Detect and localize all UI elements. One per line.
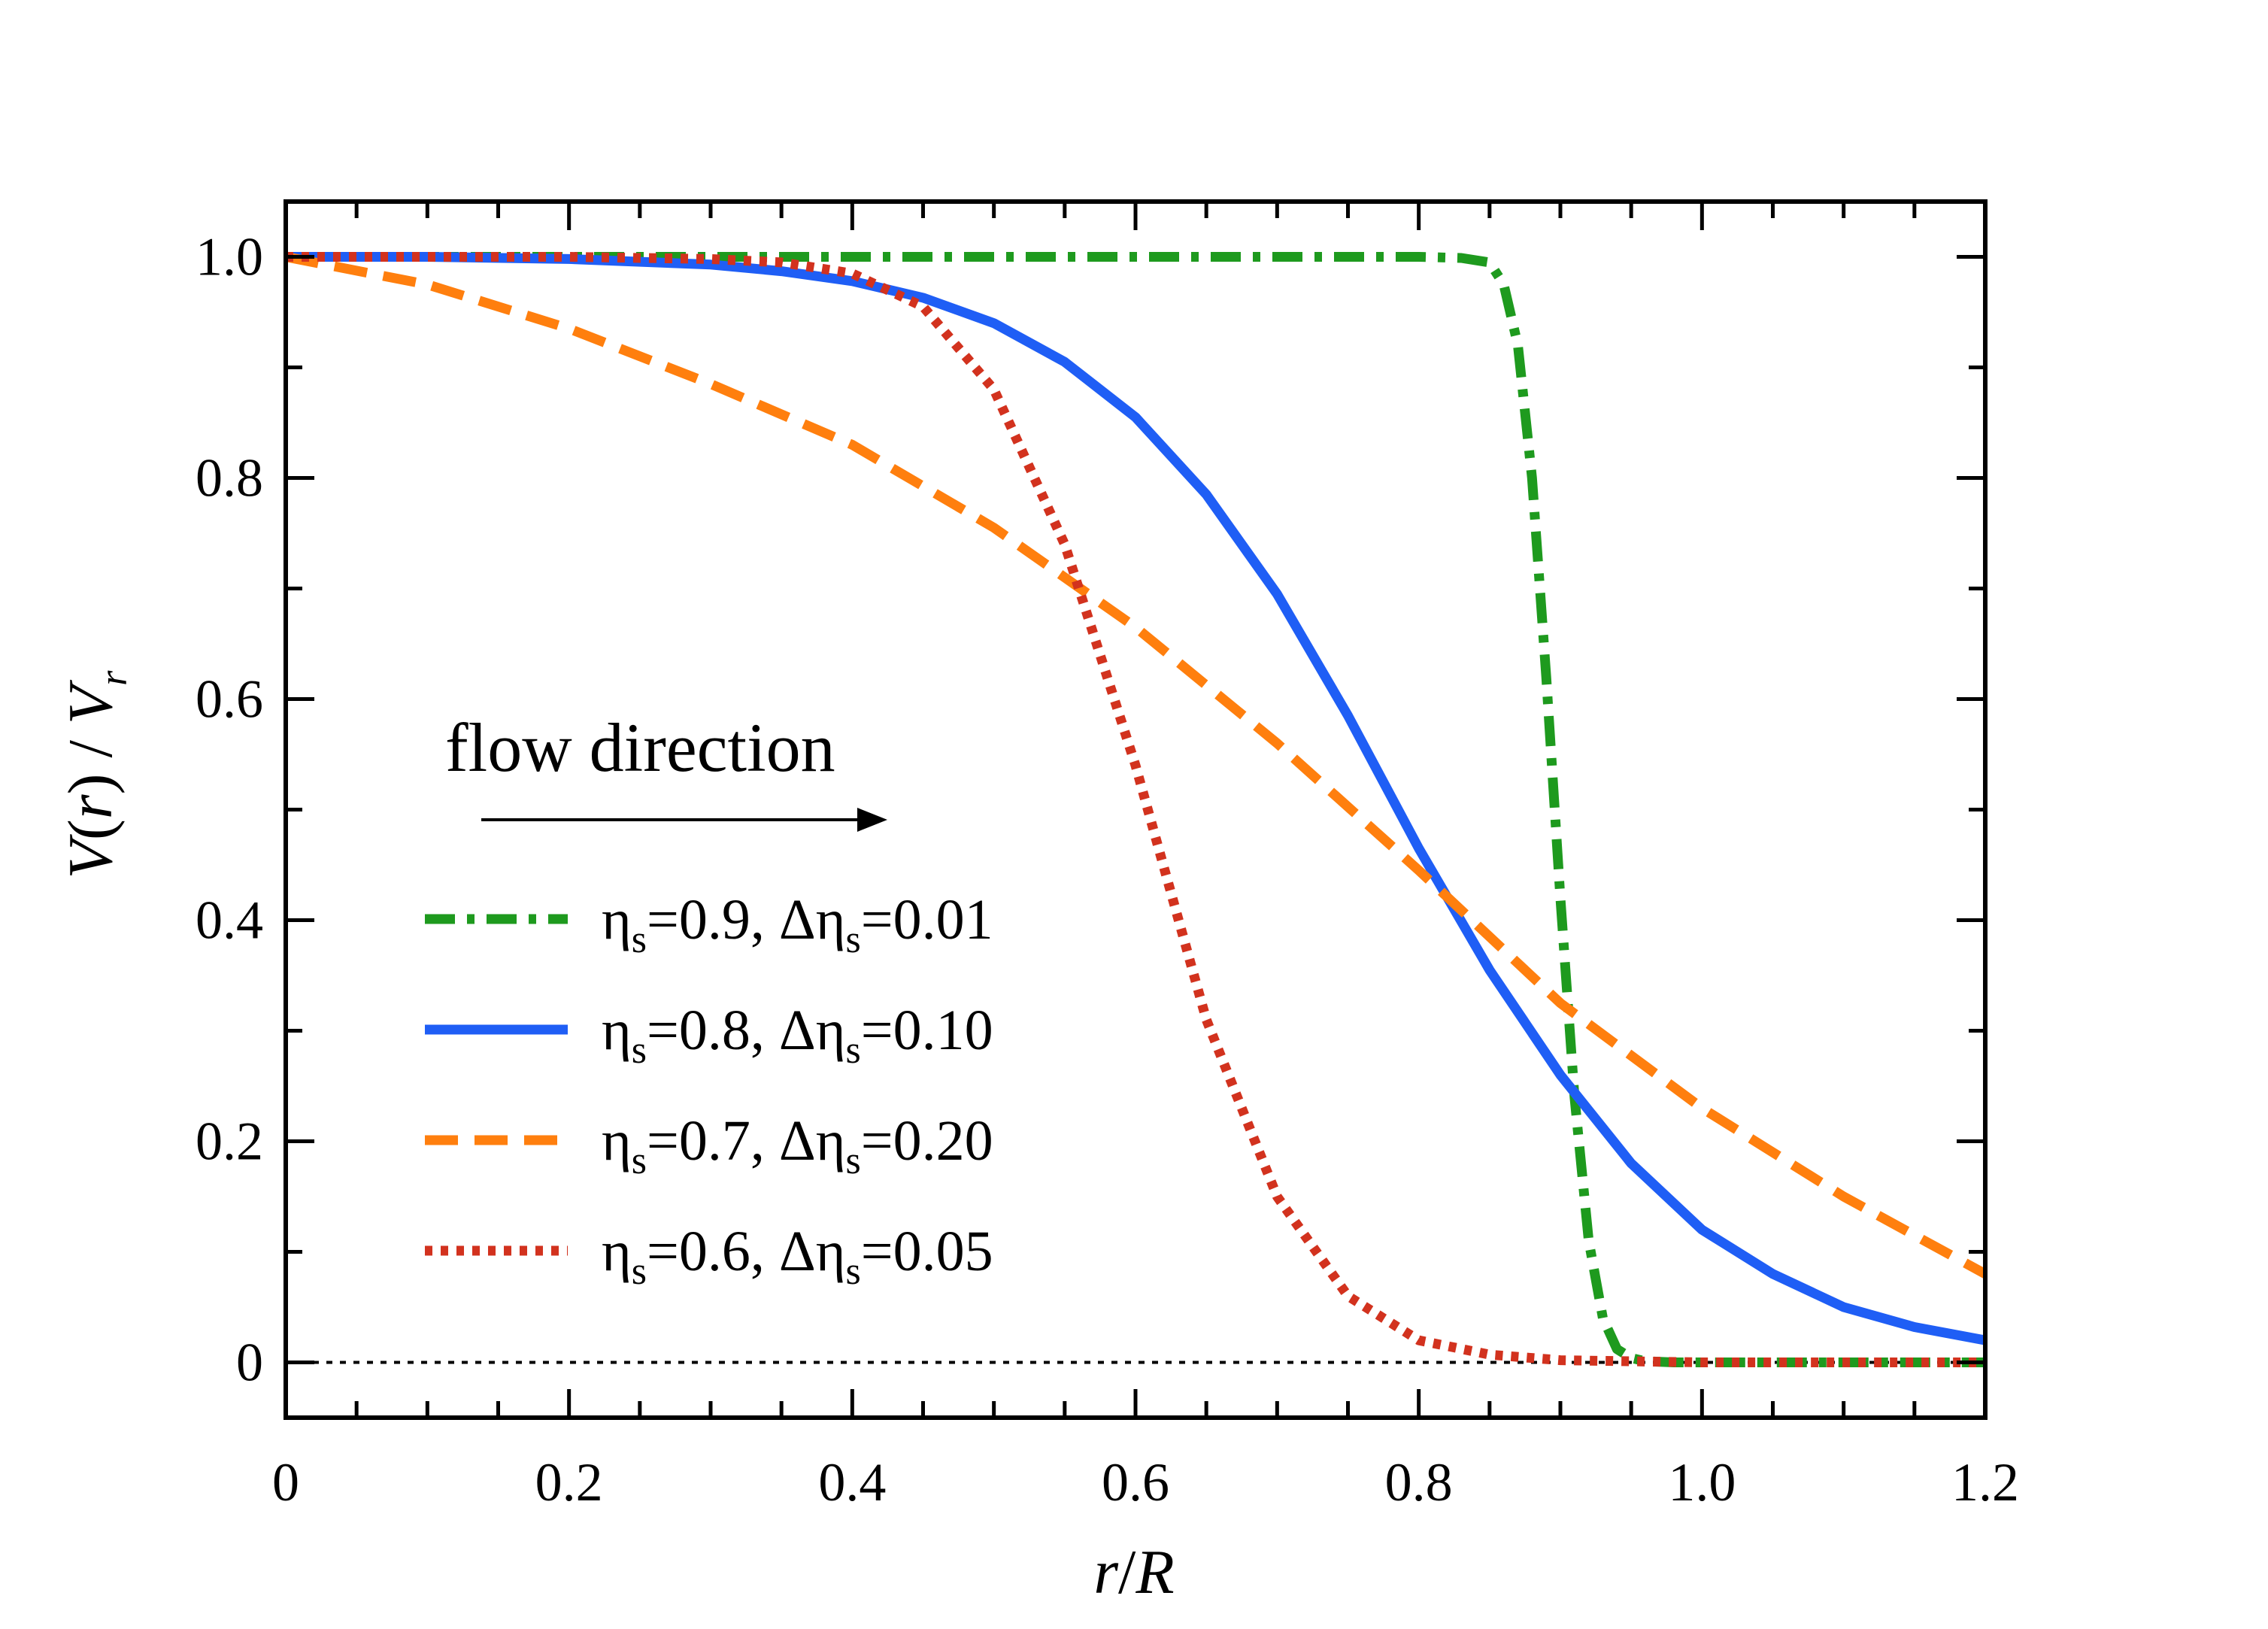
y-tick-label: 0.2 [196, 1112, 263, 1172]
x-tick-label: 1.2 [1951, 1452, 2019, 1512]
legend-label-3: ηs=0.7, Δηs=0.20 [602, 1109, 993, 1182]
x-tick-label: 0.6 [1102, 1452, 1169, 1512]
series-line-1 [286, 252, 1985, 1367]
flow-direction-label: flow direction [445, 709, 835, 786]
y-axis-title: V(r) / Vr [56, 670, 135, 879]
x-axis-title: r/R [1093, 1537, 1174, 1607]
legend-label-1: ηs=0.9, Δηs=0.01 [602, 888, 993, 961]
ticks: 0 0.2 0.4 0.6 0.8 1.0 1.2 0 0.2 0.4 0.6 0.8 1.0 [196, 202, 2019, 1512]
legend: ηs=0.9, Δηs=0.01 ηs=0.8, Δηs=0.10 ηs=0.7, … [425, 888, 993, 1293]
y-tick-label: 0.8 [196, 448, 263, 508]
y-tick-label: 1.0 [196, 227, 263, 287]
x-tick-label: 0.2 [535, 1452, 603, 1512]
series-line-4 [286, 252, 1985, 1367]
series-layer [286, 252, 1985, 1367]
x-tick-label: 0.8 [1385, 1452, 1453, 1512]
legend-label-2: ηs=0.8, Δηs=0.10 [602, 999, 993, 1072]
series-line-2 [286, 252, 1985, 1345]
y-tick-label: 0.6 [196, 669, 263, 730]
x-tick-label: 1.0 [1668, 1452, 1736, 1512]
y-tick-label: 0.4 [196, 890, 263, 951]
flow-direction-arrow-head [857, 808, 887, 832]
x-tick-label: 0 [272, 1452, 299, 1512]
x-tick-label: 0.4 [818, 1452, 886, 1512]
y-tick-label: 0 [236, 1333, 263, 1393]
legend-label-4: ηs=0.6, Δηs=0.05 [602, 1220, 993, 1293]
